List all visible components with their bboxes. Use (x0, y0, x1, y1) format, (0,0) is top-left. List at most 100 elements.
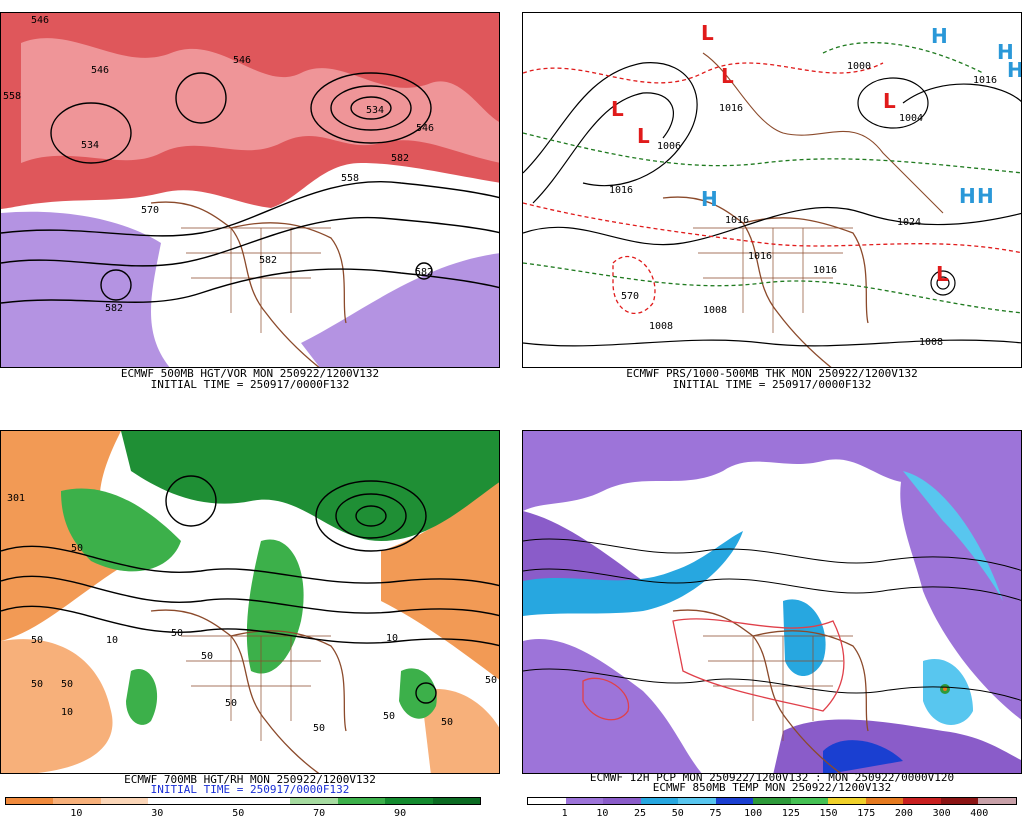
legend-swatch (753, 798, 791, 804)
contour-label: 582 (259, 255, 277, 266)
contour-label: 1008 (649, 321, 673, 332)
high-marker: H (977, 184, 994, 208)
legend-swatch (790, 798, 829, 804)
contour-label: 1016 (719, 103, 743, 114)
contour-label: 10 (61, 707, 73, 718)
contour-label: 1008 (703, 305, 727, 316)
contour-label: 1016 (973, 75, 997, 86)
high-marker: H (997, 40, 1014, 64)
rh-color-legend (5, 797, 481, 805)
map-prs-thk: L L L L L L H H H H H H 1016 1006 1016 1… (522, 12, 1022, 368)
legend-swatch (337, 798, 386, 804)
caption-line1: ECMWF 12H PCP MON 250922/1200V132 : MON … (589, 771, 955, 784)
map-500mb: 546 558 534 546 534 546 546 582 558 582 … (0, 12, 500, 368)
legend-swatch (6, 798, 54, 804)
legend-swatch (195, 798, 244, 804)
caption-line1: ECMWF 700MB HGT/RH MON 250922/1200V132 (124, 773, 376, 786)
contour-label: 1016 (813, 265, 837, 276)
panel-12h-pcp-850mb-temp: ECMWF 12H PCP MON 250922/1200V132 : MON … (522, 418, 1022, 819)
high-marker: H (931, 24, 948, 48)
contour-label: 1016 (748, 251, 772, 262)
caption-line1: ECMWF PRS/1000-500MB THK MON 250922/1200… (626, 367, 918, 380)
temperature-contours (523, 538, 1021, 721)
vorticity-purple-fill (1, 211, 170, 367)
contour-label: 50 (71, 543, 83, 554)
contour-label: 10 (386, 633, 398, 644)
pressure-centers: L L L L L L H H H H H H (611, 21, 1022, 286)
legend-tick: 175 (857, 808, 876, 819)
contour-label: 582 (415, 267, 433, 278)
legend-swatch (148, 798, 196, 804)
legend-swatch (432, 798, 481, 804)
panel-prs-thk: L L L L L L H H H H H H 1016 1006 1016 1… (522, 12, 1022, 402)
high-marker: H (959, 184, 976, 208)
legend-tick: 400 (970, 808, 989, 819)
legend-swatch (100, 798, 149, 804)
caption-line1: ECMWF 500MB HGT/VOR MON 250922/1200V132 (120, 367, 380, 380)
legend-tick: 100 (744, 808, 763, 819)
contour-label: 1024 (897, 217, 921, 228)
contour-label: 10 (106, 635, 118, 646)
low-marker: L (883, 89, 896, 113)
contour-label: 50 (485, 675, 497, 686)
contour-label: 50 (383, 711, 395, 722)
low-marker: L (611, 97, 624, 121)
contour-label: 1000 (847, 61, 871, 72)
legend-tick: 50 (671, 808, 684, 819)
high-marker: H (701, 187, 718, 211)
contour-label: 558 (341, 173, 359, 184)
map-precip (522, 430, 1022, 774)
legend-swatch (828, 798, 866, 804)
contour-label: 1006 (657, 141, 681, 152)
contour-label: 50 (31, 635, 43, 646)
precip-light-fill (523, 431, 1021, 521)
legend-tick: 10 (70, 808, 83, 819)
legend-tick: 30 (151, 808, 164, 819)
contour-label: 50 (201, 651, 213, 662)
legend-swatch (603, 798, 641, 804)
contour-label: 546 (31, 15, 49, 26)
contour-label: 50 (441, 717, 453, 728)
legend-swatch (565, 798, 604, 804)
contour-label: 1016 (725, 215, 749, 226)
low-marker: L (936, 262, 949, 286)
low-marker: L (701, 21, 714, 45)
legend-tick: 125 (781, 808, 800, 819)
legend-swatch (903, 798, 941, 804)
panel-700mb-hgt-rh: 301 50 50 10 50 50 10 50 50 50 50 10 50 … (0, 418, 500, 819)
contour-label: 50 (31, 679, 43, 690)
legend-swatch (53, 798, 101, 804)
caption-initial-time: INITIAL TIME = 250917/0000F132 (150, 783, 350, 796)
legend-tick: 25 (634, 808, 647, 819)
contour-label: 582 (105, 303, 123, 314)
contour-label: 570 (141, 205, 159, 216)
high-marker: H (1007, 58, 1022, 82)
contour-label: 534 (81, 140, 99, 151)
thickness-contours (523, 41, 1021, 314)
contour-label: 546 (91, 65, 109, 76)
pressure-contours (523, 62, 1021, 347)
legend-tick: 150 (819, 808, 838, 819)
contour-label: 50 (225, 698, 237, 709)
legend-tick: 200 (894, 808, 913, 819)
legend-tick: 10 (596, 808, 609, 819)
height-contours (1, 72, 499, 304)
precip-moderate-fill (523, 531, 743, 616)
height-contours (1, 475, 499, 704)
contour-label: 50 (171, 628, 183, 639)
contour-label: 50 (313, 723, 325, 734)
contour-label: 1016 (609, 185, 633, 196)
contour-label: 50 (61, 679, 73, 690)
low-marker: L (637, 124, 650, 148)
contour-label: 301 (7, 493, 25, 504)
contour-label: 534 (366, 105, 384, 116)
contour-label: 558 (3, 91, 21, 102)
legend-swatch (640, 798, 679, 804)
rh-moist-fill (121, 431, 499, 541)
contour-label: 582 (391, 153, 409, 164)
map-700mb: 301 50 50 10 50 50 10 50 50 50 50 10 50 … (0, 430, 500, 774)
panel-500mb-hgt-vor: 546 558 534 546 534 546 546 582 558 582 … (0, 12, 500, 402)
legend-tick: 50 (232, 808, 245, 819)
contour-label: 570 (621, 291, 639, 302)
legend-swatch (528, 798, 566, 804)
